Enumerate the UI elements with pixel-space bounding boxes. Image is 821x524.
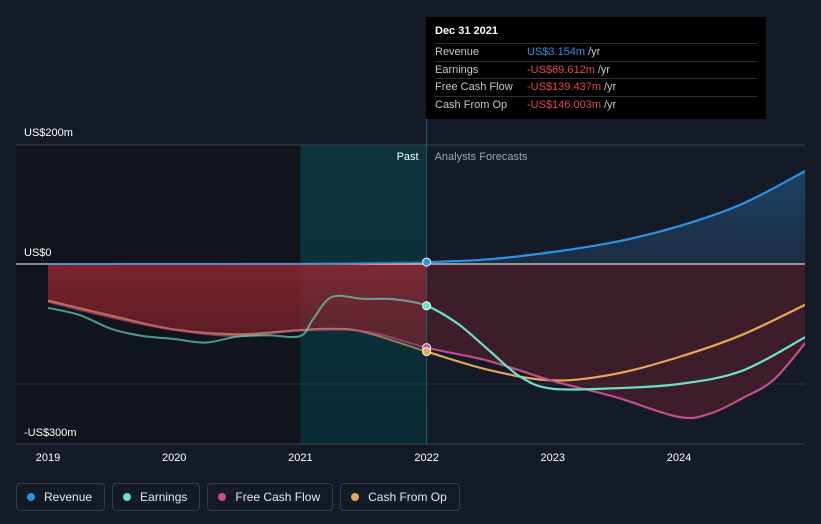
tooltip-unit: /yr	[597, 63, 611, 76]
x-tick-label-2021: 2021	[288, 452, 312, 464]
tooltip-value: -US$146.003m	[527, 98, 601, 111]
legend-dot-icon	[123, 493, 132, 501]
y-axis-label-top: US$200m	[24, 127, 73, 139]
legend-label: Free Cash Flow	[235, 490, 321, 504]
data-tooltip: Dec 31 2021 Revenue US$3.154m /yr Earnin…	[426, 17, 766, 119]
legend-dot-icon	[218, 493, 227, 501]
series-line-revenue-past	[47, 261, 427, 265]
legend-dot-icon	[351, 493, 360, 501]
legend-item-earnings[interactable]: Earnings	[112, 483, 201, 511]
tooltip-date: Dec 31 2021	[435, 25, 498, 37]
tooltip-value: US$3.154m	[527, 46, 586, 59]
y-axis-label-bottom: -US$300m	[24, 427, 77, 439]
tooltip-row-revenue: Revenue US$3.154m /yr	[435, 43, 757, 61]
y-axis-label-zero: US$0	[24, 247, 52, 259]
legend-item-free-cash-flow[interactable]: Free Cash Flow	[207, 483, 334, 511]
legend-item-revenue[interactable]: Revenue	[16, 483, 106, 511]
marker-cash-from-op	[422, 347, 432, 357]
financial-chart: US$200m US$0 -US$300m Past Analysts Forecast…	[16, 119, 806, 464]
tooltip-unit: /yr	[588, 46, 601, 59]
tooltip-row-earnings: Earnings -US$69.612m /yr	[435, 60, 757, 79]
x-tick-label-2023: 2023	[541, 452, 565, 464]
tooltip-row-free-cash-flow: Free Cash Flow -US$139.437m /yr	[435, 78, 757, 96]
revenue-area	[48, 171, 806, 264]
tooltip-value: -US$139.437m	[527, 81, 601, 94]
tooltip-label: Free Cash Flow	[435, 81, 513, 94]
region-label-past: Past	[397, 151, 419, 163]
legend-label: Cash From Op	[368, 490, 447, 504]
series-line-earnings-past	[47, 294, 427, 344]
marker-earnings	[422, 301, 432, 311]
legend-dot-icon	[27, 493, 35, 501]
x-tick-label-2024: 2024	[667, 452, 691, 464]
legend-label: Revenue	[44, 490, 93, 504]
legend-label: Earnings	[140, 490, 188, 504]
marker-revenue	[422, 257, 432, 267]
series-line-earnings-forecast	[426, 304, 805, 391]
x-tick-label-2022: 2022	[414, 452, 438, 464]
negative-area-past	[48, 264, 427, 348]
chart-legend: Revenue Earnings Free Cash Flow Cash Fro…	[16, 483, 460, 511]
tooltip-row-cash-from-op: Cash From Op -US$146.003m /yr	[435, 95, 757, 114]
series-line-cash-from-op-forecast	[426, 303, 805, 382]
x-tick-label-2020: 2020	[162, 452, 186, 464]
tooltip-label: Earnings	[435, 63, 479, 76]
tooltip-label: Revenue	[435, 46, 480, 59]
series-line-free-cash-flow-forecast	[426, 342, 805, 420]
series-line-free-cash-flow-past	[47, 300, 427, 349]
tooltip-unit: /yr	[604, 98, 617, 111]
tooltip-unit: /yr	[604, 81, 617, 94]
region-label-forecast: Analysts Forecasts	[435, 151, 528, 163]
tooltip-label: Cash From Op	[435, 98, 508, 111]
tooltip-value: -US$69.612m	[527, 63, 595, 76]
legend-item-cash-from-op[interactable]: Cash From Op	[340, 483, 460, 511]
series-line-revenue-forecast	[426, 170, 805, 264]
x-tick-label-2019: 2019	[36, 452, 60, 464]
